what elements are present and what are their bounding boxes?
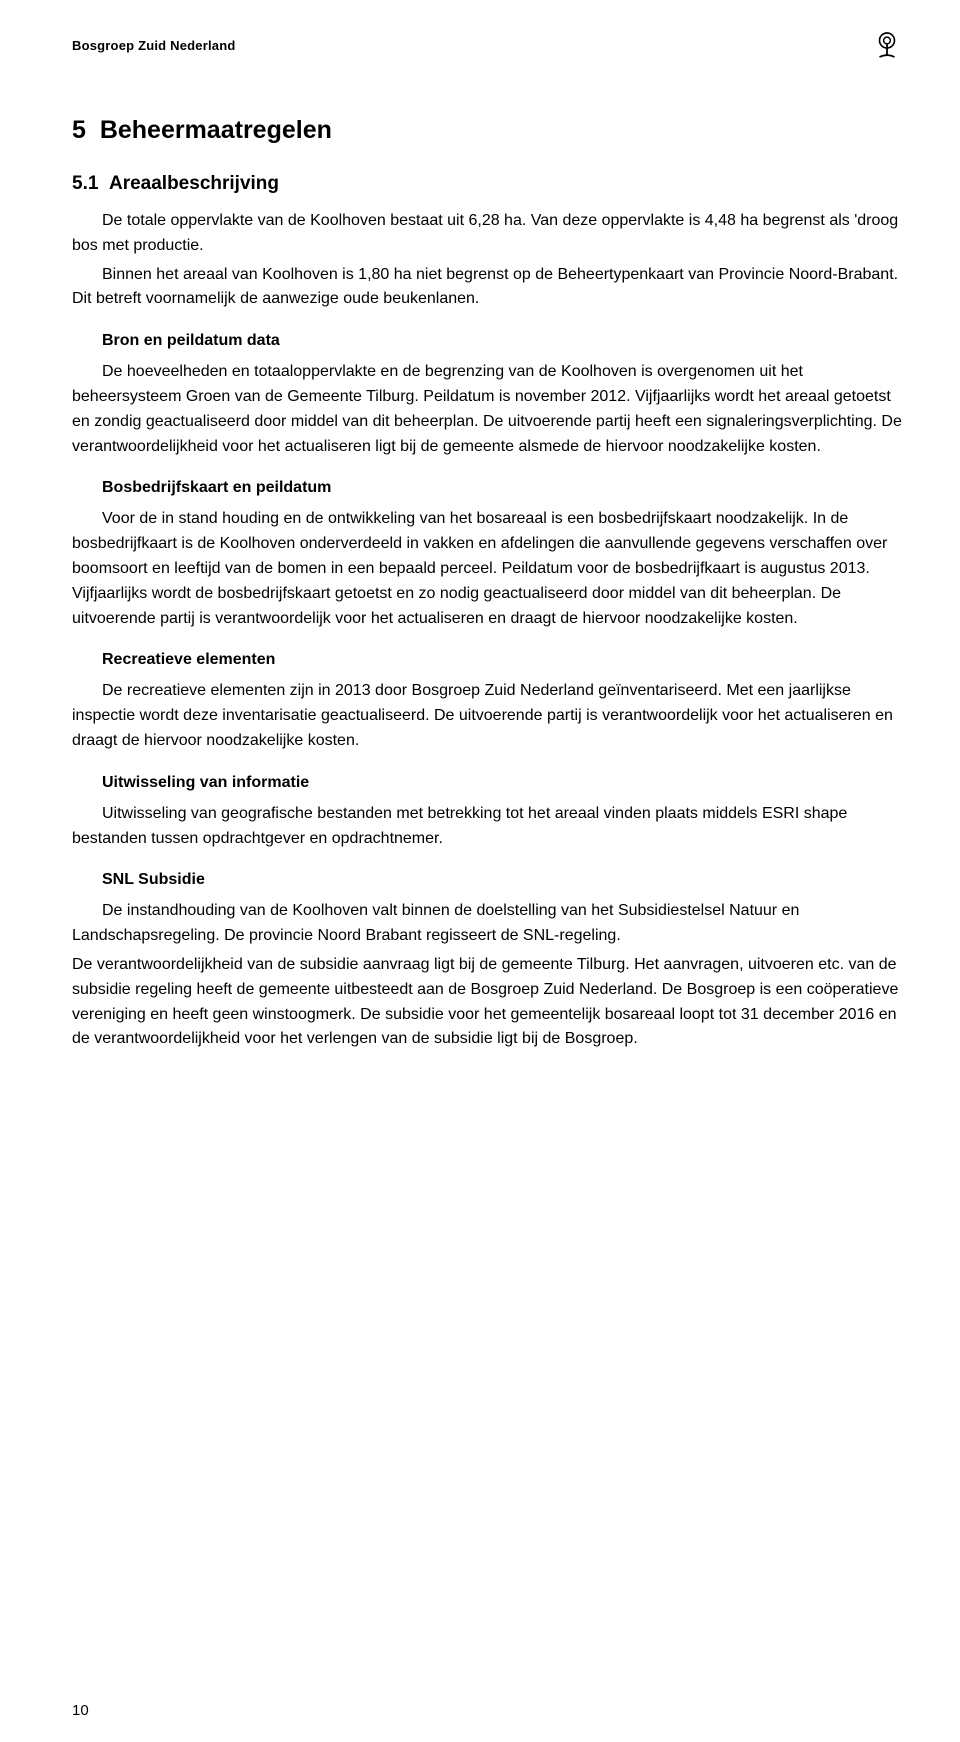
tree-logo-icon: [872, 30, 902, 60]
section-body-2: De verantwoordelijkheid van de subsidie …: [72, 953, 902, 1052]
section-bosbedrijfskaart: Bosbedrijfskaart en peildatum Voor de in…: [72, 479, 902, 631]
section-snl: SNL Subsidie De instandhouding van de Ko…: [72, 871, 902, 1052]
section-bron: Bron en peildatum data De hoeveelheden e…: [72, 332, 902, 459]
section-heading: Uitwisseling van informatie: [102, 774, 902, 792]
page-number: 10: [72, 1702, 89, 1719]
intro-paragraph-1: De totale oppervlakte van de Koolhoven b…: [72, 209, 902, 259]
chapter-title: 5 Beheermaatregelen: [72, 116, 902, 145]
section-body: De hoeveelheden en totaaloppervlakte en …: [72, 360, 902, 459]
section-heading: Bron en peildatum data: [102, 332, 902, 350]
intro-paragraph-2: Binnen het areaal van Koolhoven is 1,80 …: [72, 263, 902, 313]
section-heading: Bosbedrijfskaart en peildatum: [102, 479, 902, 497]
section-body: Uitwisseling van geografische bestanden …: [72, 802, 902, 852]
section-uitwisseling: Uitwisseling van informatie Uitwisseling…: [72, 774, 902, 852]
section-body: De instandhouding van de Koolhoven valt …: [72, 899, 902, 949]
section-heading: Recreatieve elementen: [102, 651, 902, 669]
section-recreatieve: Recreatieve elementen De recreatieve ele…: [72, 651, 902, 753]
section-body: Voor de in stand houding en de ontwikkel…: [72, 507, 902, 631]
org-name: Bosgroep Zuid Nederland: [72, 38, 236, 53]
page-header: Bosgroep Zuid Nederland: [72, 30, 902, 60]
section-heading: SNL Subsidie: [102, 871, 902, 889]
section-title: 5.1 Areaalbeschrijving: [72, 173, 902, 195]
section-body: De recreatieve elementen zijn in 2013 do…: [72, 679, 902, 753]
